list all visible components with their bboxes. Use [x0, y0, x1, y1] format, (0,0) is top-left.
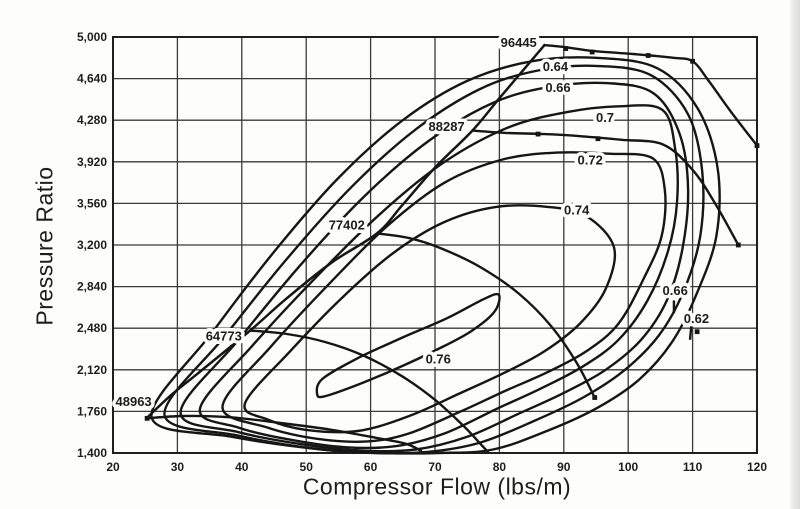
- y-tick-label: 1,400: [77, 446, 107, 460]
- contour-layer: [150, 56, 721, 455]
- marker-dot: [754, 143, 760, 149]
- marker-dot: [690, 58, 695, 64]
- speed-line: [543, 43, 759, 147]
- marker-dot: [535, 131, 541, 137]
- marker-dot: [645, 53, 651, 58]
- y-tick-label: 5,000: [77, 30, 107, 44]
- contour-label: 0.62: [684, 311, 709, 326]
- contour-label: 0.72: [578, 153, 603, 168]
- speed-line: [471, 129, 740, 247]
- marker-layer: [144, 46, 760, 421]
- y-tick-label: 3,920: [77, 155, 107, 169]
- y-tick-label: 3,200: [77, 238, 107, 252]
- x-tick-label: 40: [235, 460, 249, 474]
- y-tick-label: 3,560: [77, 196, 107, 210]
- contour-label: 0.74: [564, 202, 590, 217]
- scan-page-edge: [790, 0, 800, 509]
- marker-dot: [595, 136, 601, 142]
- y-tick-label: 2,120: [77, 363, 107, 377]
- marker-dot: [735, 242, 741, 248]
- y-tick-label: 1,760: [77, 404, 107, 418]
- efficiency-contour: [179, 81, 690, 453]
- x-tick-label: 20: [106, 460, 120, 474]
- y-tick-label: 2,840: [77, 280, 107, 294]
- x-tick-label: 90: [557, 460, 571, 474]
- x-tick-label: 110: [683, 460, 703, 474]
- label-layer: 0.62 0.64 0.66 0.66 0.7 0.72 0.74 0.76 48963 6477…: [112, 31, 713, 412]
- y-tick-label: 4,280: [77, 113, 107, 127]
- marker-dot: [563, 46, 569, 51]
- x-tick-label: 70: [428, 460, 442, 474]
- contour-label: 0.76: [426, 351, 451, 366]
- speed-line-label: 88287: [429, 119, 465, 134]
- tick-layer: 20 30 40 50 60 70 80 90 100 110 120 1,400 1,760 2,120…: [77, 30, 767, 474]
- speed-line-label: 77402: [329, 217, 365, 232]
- marker-dot: [694, 329, 700, 335]
- x-tick-label: 60: [364, 460, 378, 474]
- x-tick-label: 80: [493, 460, 507, 474]
- efficiency-contour: [315, 292, 501, 399]
- y-tick-label: 4,640: [77, 72, 107, 86]
- contour-dash: [688, 325, 693, 340]
- contour-label: 0.66: [545, 80, 570, 95]
- efficiency-contour: [221, 151, 667, 443]
- efficiency-contour: [163, 64, 705, 455]
- speed-line-label: 64773: [206, 328, 242, 343]
- speed-line: [145, 414, 422, 452]
- y-axis-title: Pressure Ratio: [31, 166, 58, 326]
- marker-dot: [144, 415, 150, 421]
- efficiency-contour: [198, 104, 679, 450]
- efficiency-contour: [243, 204, 617, 434]
- speedline-layer: [145, 43, 759, 453]
- speed-line: [375, 232, 596, 399]
- marker-dot: [592, 395, 598, 400]
- x-tick-label: 120: [747, 460, 767, 474]
- contour-label: 0.64: [543, 59, 569, 74]
- speed-line-label: 96445: [501, 35, 537, 50]
- x-tick-label: 100: [618, 460, 638, 474]
- x-tick-label: 50: [300, 460, 314, 474]
- speed-line: [249, 329, 489, 453]
- speed-line-label: 48963: [116, 394, 152, 409]
- y-tick-label: 2,480: [77, 321, 107, 335]
- contour-label: 0.7: [596, 110, 614, 125]
- x-axis-title: Compressor Flow (lbs/m): [302, 473, 572, 500]
- marker-dot: [589, 49, 595, 55]
- contour-label: 0.66: [663, 283, 688, 298]
- x-tick-label: 30: [171, 460, 185, 474]
